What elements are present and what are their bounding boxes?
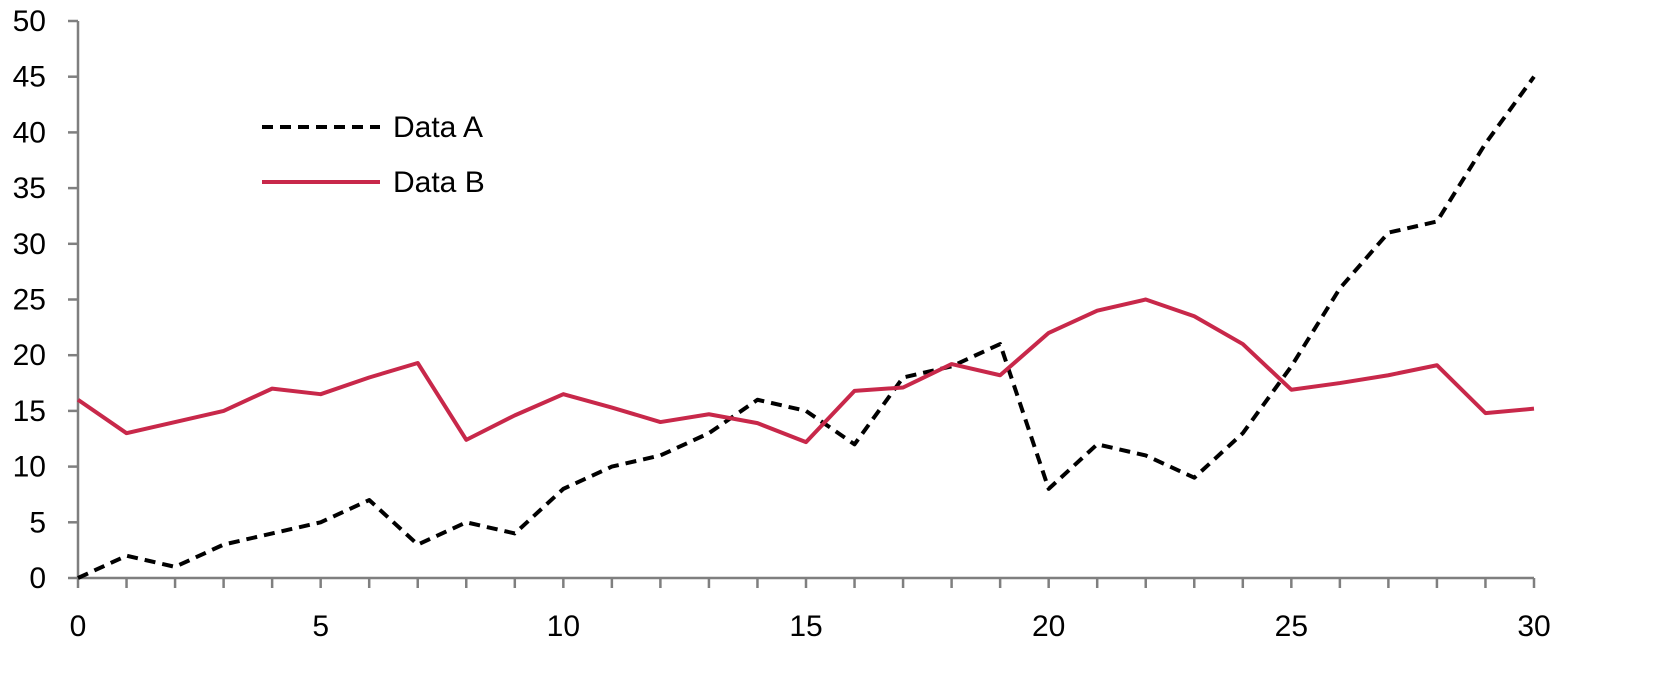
y-tick-label: 50 [13, 5, 46, 38]
axes: 0 5 10 15 20 25 30 35 40 45 50 0 5 10 15 20 25 30 [13, 5, 1551, 643]
y-tick-label: 40 [13, 116, 46, 149]
x-tick-label: 5 [312, 610, 329, 643]
x-tick-label: 25 [1275, 610, 1308, 643]
y-tick-label: 45 [13, 61, 46, 94]
legend-label-data-a: Data A [393, 111, 483, 144]
y-tick-label: 20 [13, 339, 46, 372]
x-tick-label: 15 [789, 610, 822, 643]
y-tick-label: 25 [13, 284, 46, 317]
legend: Data A Data B [262, 111, 485, 199]
series-line-data-a [77, 75, 1536, 580]
x-tick-label: 20 [1032, 610, 1065, 643]
x-tick-label: 0 [70, 610, 87, 643]
y-tick-label: 30 [13, 228, 46, 261]
series-layer [76, 75, 1536, 580]
y-tick-label: 5 [29, 506, 46, 539]
series-line-data-b [76, 297, 1535, 445]
y-tick-label: 0 [29, 562, 46, 595]
y-tick-label: 15 [13, 395, 46, 428]
y-tick-label: 35 [13, 172, 46, 205]
x-tick-label: 10 [547, 610, 580, 643]
legend-label-data-b: Data B [393, 166, 485, 199]
x-tick-label: 30 [1517, 610, 1550, 643]
y-tick-label: 10 [13, 451, 46, 484]
